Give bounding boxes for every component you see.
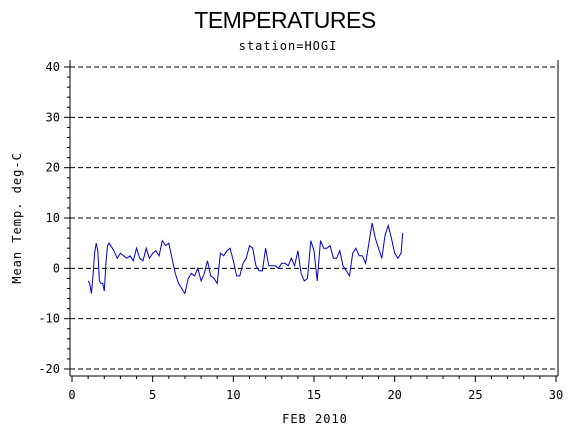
x-axis-label: FEB 2010 [282, 412, 348, 426]
grid-lines [70, 66, 558, 370]
y-tick-label: 40 [46, 60, 60, 74]
x-tick-label: 25 [468, 388, 482, 402]
x-tick-label: 20 [387, 388, 401, 402]
series-group [87, 222, 404, 295]
x-tick-label: 0 [68, 388, 75, 402]
x-tick-label: 30 [549, 388, 563, 402]
chart-subtitle: station=HOGI [239, 39, 338, 53]
y-axis-ticks: -20 -10 0 10 20 30 40 [38, 60, 70, 376]
y-tick-label: -10 [38, 312, 60, 326]
x-tick-label: 15 [307, 388, 321, 402]
y-tick-label: 0 [53, 261, 60, 275]
y-tick-label: 20 [46, 161, 60, 175]
x-tick-label: 5 [149, 388, 156, 402]
x-axis-ticks: 0 5 10 15 20 25 30 [68, 376, 563, 402]
y-axis-label: Mean Temp. deg-C [10, 152, 24, 284]
y-tick-label: -20 [38, 362, 60, 376]
x-tick-label: 10 [226, 388, 240, 402]
y-tick-label: 10 [46, 211, 60, 225]
chart-title: TEMPERATURES [194, 7, 376, 33]
y-tick-label: 30 [46, 110, 60, 124]
series-line-1 [87, 222, 404, 295]
